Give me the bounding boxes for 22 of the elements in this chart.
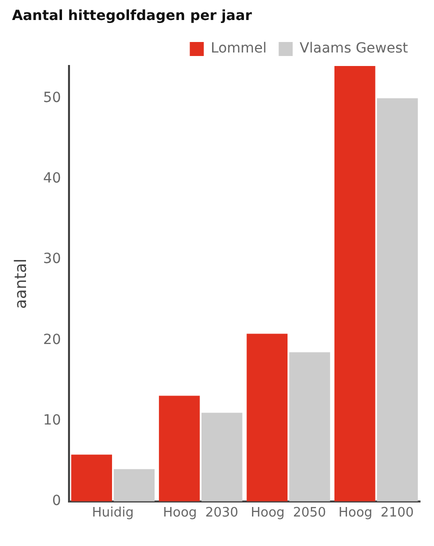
bar <box>334 66 376 502</box>
legend-label: Lommel <box>210 40 267 57</box>
bar <box>71 454 112 502</box>
y-tick-label: 50 <box>43 90 62 106</box>
bar <box>201 412 242 502</box>
x-tick-label: Hoog 2030 <box>162 506 238 521</box>
chart-title: Aantal hittegolfdagen per jaar <box>12 8 253 24</box>
bar <box>114 469 155 502</box>
x-tick-label: Hoog 2050 <box>250 506 326 521</box>
y-axis-title: aantal <box>10 258 30 309</box>
bar <box>289 352 330 502</box>
x-tick-label: Huidig <box>92 506 134 521</box>
y-tick-label: 0 <box>52 493 62 510</box>
bar <box>158 396 200 502</box>
bar <box>246 334 288 502</box>
legend-label: Vlaams Gewest <box>300 40 409 57</box>
x-tick-label: Hoog 2100 <box>338 506 414 521</box>
y-tick-label: 30 <box>43 251 62 268</box>
y-tick-label: 20 <box>43 332 62 348</box>
y-tick-label: 10 <box>43 412 62 428</box>
y-tick-label: 40 <box>43 170 62 187</box>
bar <box>376 98 418 502</box>
